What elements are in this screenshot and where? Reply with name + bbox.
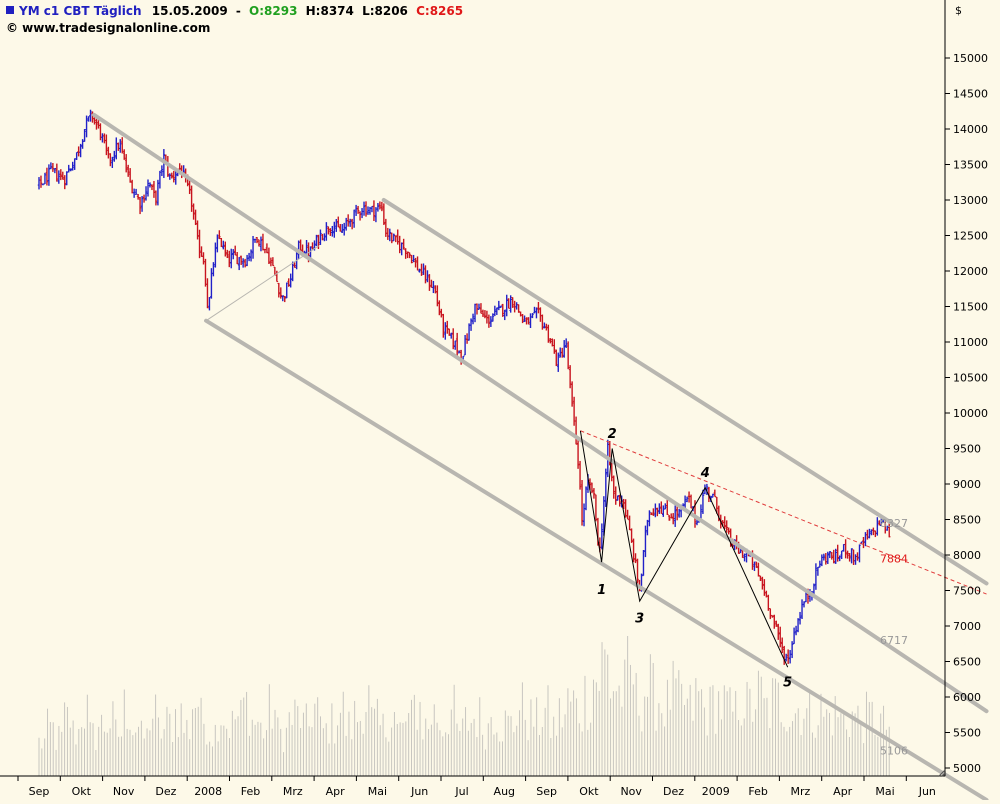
y-tick-label: 8500 [953,514,981,527]
x-tick-label: Nov [113,785,135,798]
x-tick-label: Apr [326,785,346,798]
x-tick-label: Jul [454,785,468,798]
x-tick-label: Mrz [283,785,303,798]
level-label: 8327 [880,517,908,530]
y-tick-label: 15000 [953,52,988,65]
y-tick-label: 12000 [953,265,988,278]
open-value: O:8293 [249,4,297,18]
y-tick-label: 13500 [953,159,988,172]
channel-line[interactable] [381,198,989,586]
channel-line[interactable] [204,318,989,802]
y-tick-label: 7500 [953,585,981,598]
x-tick-label: Feb [241,785,260,798]
pivot-connector-line[interactable] [205,245,319,322]
x-tick-label: Jun [410,785,428,798]
high-value: H:8374 [306,4,354,18]
wave-label-5: 5 [783,675,792,690]
y-tick-label: 8000 [953,549,981,562]
y-tick-label: 6000 [953,691,981,704]
x-tick-label: Apr [833,785,853,798]
y-tick-label: 6500 [953,656,981,669]
level-labels: 8327 7884 6717 5106 [880,517,908,757]
low-value: L:8206 [362,4,408,18]
wave-label-2: 2 [608,427,617,442]
wave-labels: 1 2 3 4 5 [597,427,792,690]
y-tick-label: 9500 [953,443,981,456]
y-tick-label: 9000 [953,478,981,491]
y-tick-label: 10500 [953,372,988,385]
x-tick-label: Mrz [791,785,811,798]
y-tick-label: 5500 [953,727,981,740]
x-tick-label: Mai [368,785,387,798]
x-axis: Sep Okt Nov Dez 2008 Feb Mrz Apr Mai Jun Jul Aug Sep… [17,776,936,798]
resistance-trendline[interactable] [580,430,987,595]
y-tick-label: 14000 [953,123,988,136]
wave-path[interactable] [579,430,789,668]
level-label: 5106 [880,744,908,757]
symbol-name: YM c1 CBT Täglich [18,4,142,18]
x-tick-label: Nov [620,785,642,798]
currency-label: $ [955,4,962,17]
svg-text:YM c1 CBT Täglich 15.0: YM c1 CBT Täglich 15.05.2009 - O:8293 H:… [18,4,463,18]
resize-grip-icon[interactable] [938,769,946,777]
price-bars [37,109,891,665]
x-tick-label: Sep [29,785,50,798]
volume-bars [38,636,890,776]
y-tick-label: 5000 [953,762,981,775]
chart-header: YM c1 CBT Täglich 15.05.2009 - O:8293 H:… [6,4,463,35]
x-tick-label: Jun [918,785,936,798]
wave-label-3: 3 [635,611,644,626]
wave-label-4: 4 [700,466,710,481]
y-tick-label: 14500 [953,88,988,101]
elliott-wave [579,430,789,668]
y-axis: 5000 5500 6000 6500 7000 7500 8000 8500 9000 9500… [945,52,988,775]
copyright-text: © www.tradesignalonline.com [6,21,210,35]
y-tick-label: 12500 [953,230,988,243]
x-tick-label: Dez [663,785,684,798]
trend-channel [91,112,989,802]
y-tick-label: 11000 [953,336,988,349]
x-tick-label: Dez [155,785,176,798]
x-tick-label: 2009 [702,785,730,798]
level-label: 6717 [880,634,908,647]
x-tick-label: Okt [579,785,599,798]
symbol-marker-icon [6,6,14,14]
header-date: 15.05.2009 [152,4,228,18]
x-tick-label: 2008 [194,785,222,798]
level-label: 7884 [880,553,908,566]
x-tick-label: Mai [875,785,894,798]
wave-label-1: 1 [597,583,606,598]
y-tick-label: 11500 [953,301,988,314]
x-tick-label: Aug [494,785,515,798]
y-tick-label: 7000 [953,620,981,633]
x-tick-label: Okt [72,785,92,798]
y-tick-label: 10000 [953,407,988,420]
y-tick-label: 13000 [953,194,988,207]
header-separator: - [236,4,241,18]
close-value: C:8265 [416,4,463,18]
channel-line[interactable] [91,112,989,714]
x-tick-label: Sep [536,785,557,798]
x-tick-label: Feb [748,785,767,798]
